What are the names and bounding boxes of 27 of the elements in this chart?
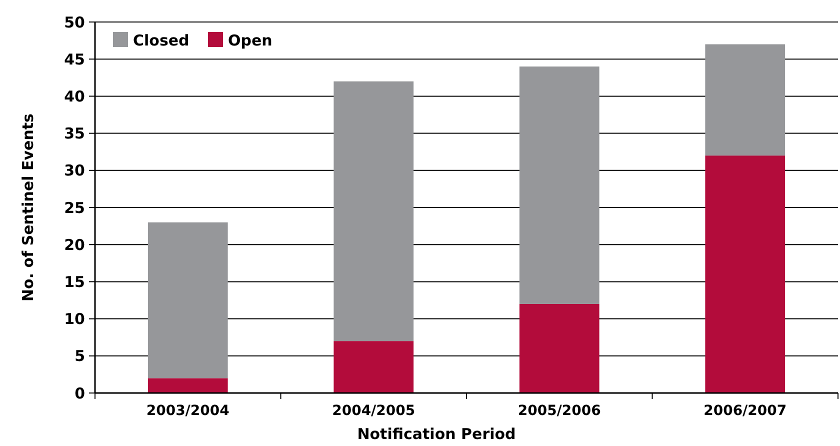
x-tick-label: 2005/2006 (518, 403, 601, 419)
y-axis-title: No. of Sentinel Events (19, 113, 37, 302)
y-tick-label: 35 (64, 124, 85, 143)
y-tick-label: 10 (64, 310, 85, 328)
bar (705, 44, 786, 156)
y-tick-label: 45 (64, 50, 85, 68)
bar (519, 66, 600, 304)
legend-label: Closed (133, 31, 190, 50)
bar (705, 156, 786, 393)
bar (334, 81, 414, 342)
x-tick-label: 2004/2005 (332, 403, 416, 419)
y-tick-label: 5 (74, 347, 85, 366)
x-axis-title: Notification Period (357, 425, 516, 443)
x-tick-label: 2006/2007 (704, 403, 787, 419)
y-tick-label: 25 (64, 198, 85, 217)
bar (148, 378, 228, 393)
y-tick-label: 40 (64, 87, 85, 106)
y-tick-label: 0 (74, 384, 85, 402)
y-tick-label: 50 (64, 13, 85, 32)
x-tick-label: 2003/2004 (146, 403, 230, 419)
y-tick-label: 20 (64, 236, 85, 254)
bar (334, 341, 414, 393)
bar (148, 222, 228, 378)
bar (519, 304, 600, 393)
legend-label: Open (228, 31, 272, 50)
y-tick-label: 15 (64, 272, 85, 291)
y-tick-label: 30 (64, 162, 85, 180)
